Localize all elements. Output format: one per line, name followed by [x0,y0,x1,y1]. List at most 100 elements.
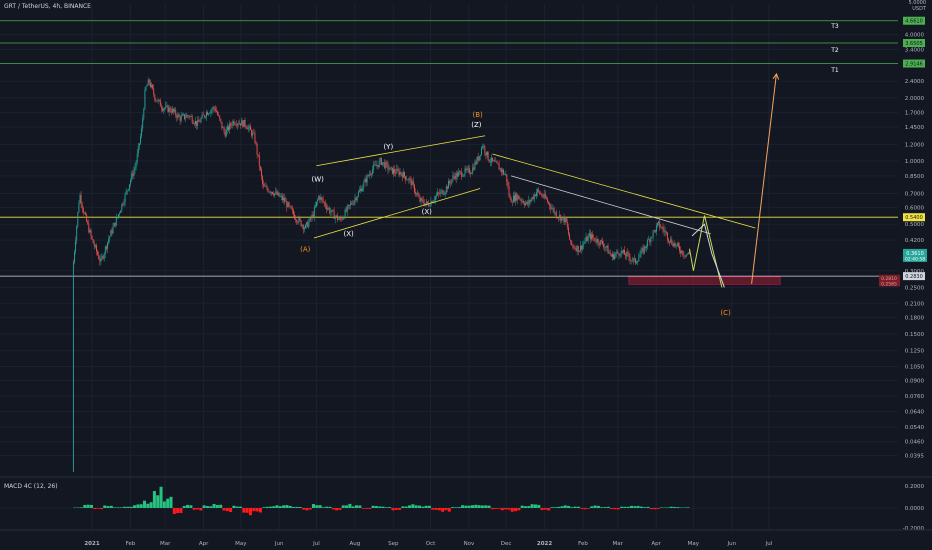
candle [551,208,553,210]
candle [668,239,669,242]
macd-bar [388,507,392,508]
candle [501,169,503,172]
wave-label: (X) [422,208,433,216]
chart-grid [0,4,898,530]
trendline [316,135,486,167]
candle [371,173,372,175]
candle [525,203,526,206]
candle [246,127,248,130]
candle [461,171,463,177]
candle [462,176,464,177]
candle [654,230,656,232]
macd-bar [643,507,647,508]
time-tick: Jul [765,541,773,547]
candle [527,201,529,205]
candle [611,253,613,257]
candle [223,127,225,133]
candle [448,181,449,189]
projection-path [691,223,725,288]
macd-bar [318,505,322,508]
candle [673,243,675,247]
candle [659,221,661,228]
candle [107,242,108,249]
candle [405,176,407,180]
candle [532,197,534,199]
candle [121,203,123,211]
candle [373,164,375,170]
candle [211,109,213,111]
macd-bar [431,508,435,510]
candle [622,249,624,253]
price-tick: 0.2100 [905,301,925,307]
candle [619,255,621,256]
macd-bar [633,506,637,508]
macd-bar [93,508,97,510]
candle [220,118,222,122]
candle [575,248,577,252]
candle [135,162,137,168]
macd-bar [285,505,289,508]
macd-bar [560,506,564,508]
candle [209,113,211,114]
candle [327,208,328,210]
candle [572,244,574,246]
candle [589,233,591,240]
candle [598,243,600,245]
candle [232,121,234,126]
macd-bar [129,506,133,508]
time-tick: Feb [126,541,136,547]
candle [358,190,360,193]
candle [378,160,380,167]
candle [613,253,614,260]
candle [361,188,363,192]
macd-bar [345,505,349,508]
candle [460,171,462,173]
macd-bar [298,506,302,508]
candle [228,126,229,131]
candle [252,132,254,136]
candle [167,105,169,113]
candle [646,246,647,248]
macd-bar [109,505,113,508]
macd-bar [441,508,445,512]
macd-bar [659,507,663,508]
macd-bar [474,504,478,508]
macd-bar [437,508,441,511]
candle [393,169,394,174]
macd-bar [292,507,296,508]
candle [413,184,415,193]
candle [155,99,157,101]
macd-bar [490,508,494,510]
candle [324,202,326,207]
candle [574,247,576,249]
price-axis: 4.0000 3.4000 2.4000 2.0000 1.7000 1.4500 1.20… [903,33,927,460]
candle [444,192,446,195]
macd-bar [673,507,677,508]
candle [363,182,365,188]
candle [463,174,465,177]
macd-bar [477,505,481,508]
candle [445,186,447,193]
macd-bar [245,508,249,513]
candle [542,196,544,198]
candle [614,255,616,260]
candle [366,175,368,183]
macd-bar [302,508,306,510]
candle [404,172,405,177]
candle [437,192,438,195]
candle [639,254,641,258]
candle [90,230,92,236]
candle [396,168,398,174]
macd-bar [166,498,170,508]
candle [268,191,270,193]
macd-pane: 0.2000 0.0000 -0.2000 [0,484,924,532]
candle [99,259,101,262]
macd-bar [424,505,428,508]
price-tick: 0.0540 [905,425,925,431]
candle [270,191,272,193]
candle [298,217,300,223]
candle [379,158,381,161]
candle [602,241,603,245]
candle [609,252,611,255]
